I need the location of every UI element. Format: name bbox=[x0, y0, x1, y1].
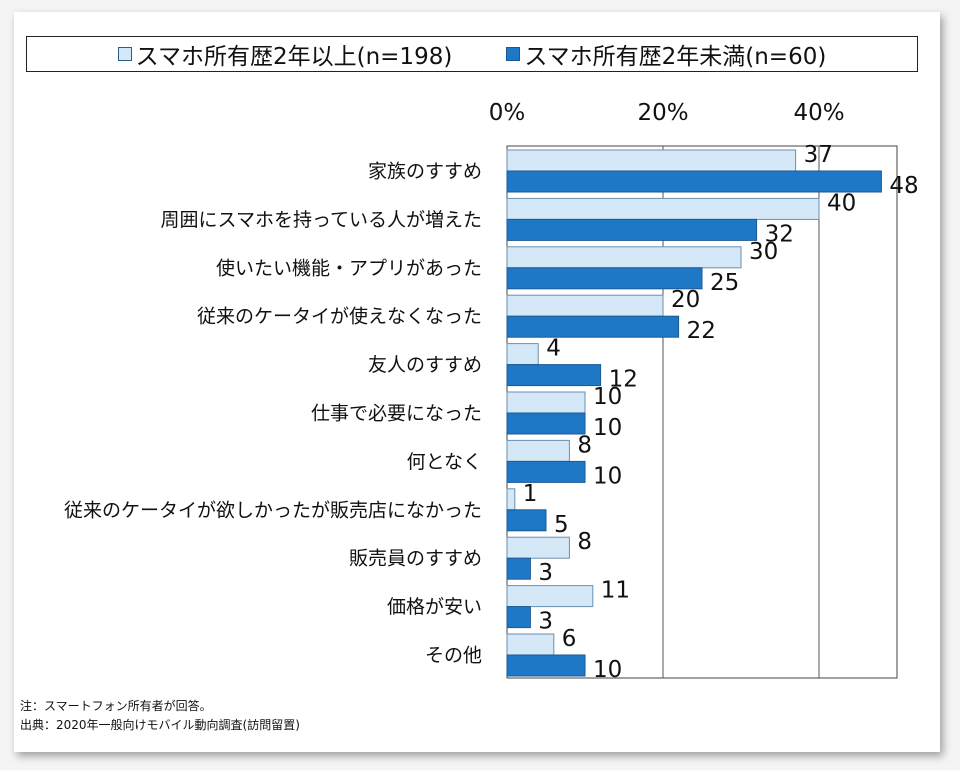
bar-series1 bbox=[506, 294, 664, 317]
legend-swatch-series1 bbox=[117, 47, 132, 61]
legend-label-series1: スマホ所有歴2年以上(n=198) bbox=[135, 44, 453, 70]
data-label-series1: 11 bbox=[601, 578, 630, 604]
bar-series2 bbox=[506, 267, 703, 290]
data-label-series1: 6 bbox=[562, 626, 577, 652]
data-label-series1: 8 bbox=[577, 432, 592, 458]
bar-series1 bbox=[506, 197, 820, 220]
data-label-series1: 4 bbox=[546, 336, 561, 362]
data-label-series1: 37 bbox=[804, 142, 833, 168]
category-label: 周囲にスマホを持っている人が増えた bbox=[161, 209, 482, 231]
data-label-series2: 48 bbox=[889, 173, 918, 199]
bar-series1 bbox=[506, 536, 570, 559]
bar-series1 bbox=[506, 343, 539, 366]
legend: スマホ所有歴2年以上(n=198) スマホ所有歴2年未満(n=60) bbox=[26, 36, 918, 72]
chart-card bbox=[14, 12, 940, 752]
x-tick-label: 0% bbox=[489, 100, 526, 126]
data-label-series2: 12 bbox=[609, 367, 638, 393]
category-label: 友人のすすめ bbox=[368, 354, 482, 376]
legend-label-series2: スマホ所有歴2年未満(n=60) bbox=[524, 44, 827, 70]
category-label: 仕事で必要になった bbox=[311, 403, 482, 425]
data-label-series2: 3 bbox=[538, 560, 553, 586]
data-label-series1: 40 bbox=[827, 190, 856, 216]
bar-series2 bbox=[506, 315, 680, 338]
data-label-series2: 5 bbox=[554, 512, 569, 538]
bar-series1 bbox=[506, 488, 516, 511]
data-label-series2: 3 bbox=[538, 609, 553, 635]
bar-series2 bbox=[506, 509, 547, 532]
bar-series1 bbox=[506, 633, 555, 656]
bar-series2 bbox=[506, 412, 586, 435]
category-label: 従来のケータイが使えなくなった bbox=[197, 306, 482, 328]
data-label-series2: 22 bbox=[687, 318, 716, 344]
note-text: 注：スマートフォン所有者が回答。 bbox=[20, 699, 212, 713]
data-label-series2: 25 bbox=[710, 270, 739, 296]
data-label-series2: 32 bbox=[765, 221, 794, 247]
category-label: 使いたい機能・アプリがあった bbox=[216, 257, 482, 279]
x-tick-label: 40% bbox=[793, 100, 844, 126]
category-label: 何となく bbox=[407, 451, 482, 473]
bar-series1 bbox=[506, 149, 797, 172]
bar-series2 bbox=[506, 170, 882, 193]
bar-series2 bbox=[506, 218, 758, 241]
data-label-series2: 10 bbox=[593, 415, 622, 441]
data-label-series1: 30 bbox=[749, 239, 778, 265]
category-label: 家族のすすめ bbox=[368, 161, 482, 183]
bar-series1 bbox=[506, 585, 594, 608]
bar-series1 bbox=[506, 391, 586, 414]
data-label-series1: 10 bbox=[593, 384, 622, 410]
legend-item-series2: スマホ所有歴2年未満(n=60) bbox=[506, 37, 826, 71]
data-label-series2: 10 bbox=[593, 657, 622, 683]
bar-series2 bbox=[506, 654, 586, 677]
category-label: その他 bbox=[425, 645, 482, 667]
category-label: 価格が安い bbox=[387, 596, 482, 618]
category-label: 従来のケータイが欲しかったが販売店になかった bbox=[64, 499, 482, 521]
bar-series2 bbox=[506, 460, 586, 483]
legend-item-series1: スマホ所有歴2年以上(n=198) bbox=[117, 37, 453, 71]
category-label: 販売員のすすめ bbox=[349, 548, 482, 570]
bar-series2 bbox=[506, 557, 531, 580]
data-label-series1: 1 bbox=[523, 481, 538, 507]
bar-series1 bbox=[506, 246, 742, 269]
legend-swatch-series2 bbox=[506, 47, 521, 61]
bar-series1 bbox=[506, 439, 570, 462]
notes: 注：スマートフォン所有者が回答。 出典：2020年一般向けモバイル動向調査(訪問… bbox=[20, 697, 300, 735]
source-text: 出典：2020年一般向けモバイル動向調査(訪問留置) bbox=[20, 718, 300, 732]
data-label-series1: 8 bbox=[577, 529, 592, 555]
bar-series2 bbox=[506, 364, 602, 387]
x-tick-label: 20% bbox=[637, 100, 688, 126]
data-label-series1: 20 bbox=[671, 287, 700, 313]
data-label-series2: 10 bbox=[593, 463, 622, 489]
bar-series2 bbox=[506, 606, 531, 629]
